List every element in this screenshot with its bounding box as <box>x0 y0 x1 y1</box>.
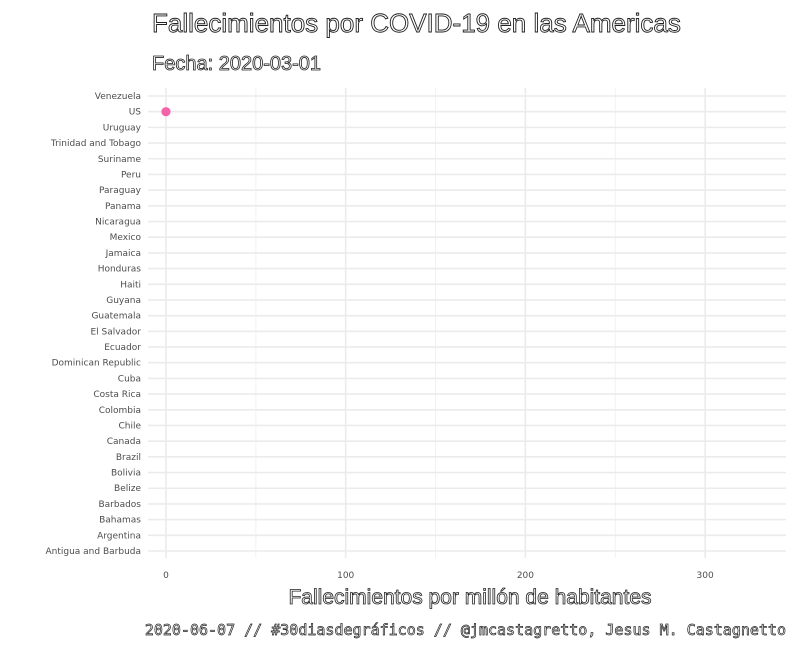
y-tick-label-nicaragua: Nicaragua <box>95 218 141 228</box>
y-tick-label-haiti: Haiti <box>120 280 141 290</box>
y-tick-label-antigua-and-barbuda: Antigua and Barbuda <box>45 547 141 557</box>
y-tick-label-brazil: Brazil <box>116 453 141 463</box>
data-points <box>161 107 171 117</box>
y-tick-label-us: US <box>129 108 142 118</box>
chart-title: Fallecimientos por COVID-19 en las Ameri… <box>152 8 681 38</box>
y-tick-label-dominican-republic: Dominican Republic <box>52 359 141 369</box>
y-tick-label-ecuador: Ecuador <box>104 343 141 353</box>
y-tick-label-bahamas: Bahamas <box>99 516 141 526</box>
y-tick-label-mexico: Mexico <box>110 233 142 243</box>
y-tick-label-argentina: Argentina <box>97 531 141 541</box>
y-tick-label-paraguay: Paraguay <box>99 186 142 196</box>
x-axis-title: Fallecimientos por millón de habitantes <box>288 586 651 609</box>
y-tick-label-costa-rica: Costa Rica <box>93 390 141 400</box>
y-tick-label-venezuela: Venezuela <box>95 92 141 102</box>
y-tick-label-barbados: Barbados <box>98 500 141 510</box>
y-tick-label-jamaica: Jamaica <box>105 249 141 259</box>
y-tick-label-honduras: Honduras <box>98 265 142 275</box>
x-tick-label-0: 0 <box>163 571 169 581</box>
y-tick-label-colombia: Colombia <box>99 406 141 416</box>
y-tick-label-canada: Canada <box>107 437 141 447</box>
y-tick-label-belize: Belize <box>114 484 141 494</box>
y-tick-label-guyana: Guyana <box>106 296 141 306</box>
y-tick-label-panama: Panama <box>105 202 141 212</box>
y-tick-label-trinidad-and-tobago: Trinidad and Tobago <box>50 139 142 149</box>
grid <box>148 88 786 558</box>
y-tick-label-guatemala: Guatemala <box>91 312 141 322</box>
y-tick-label-uruguay: Uruguay <box>103 123 142 133</box>
y-tick-label-el-salvador: El Salvador <box>90 327 141 337</box>
y-tick-label-bolivia: Bolivia <box>111 469 141 479</box>
y-axis-tick-labels: Antigua and Barbuda Argentina Bahamas Barba… <box>45 92 141 557</box>
chart-subtitle: Fecha: 2020-03-01 <box>152 53 321 75</box>
x-tick-label-300: 300 <box>697 571 714 581</box>
x-axis-tick-labels: 0 100 200 300 <box>163 571 714 581</box>
y-tick-label-cuba: Cuba <box>118 374 141 384</box>
x-tick-label-200: 200 <box>517 571 534 581</box>
y-tick-label-peru: Peru <box>121 170 141 180</box>
y-tick-label-suriname: Suriname <box>98 155 142 165</box>
x-tick-label-100: 100 <box>337 571 354 581</box>
chart-caption: 2020-06-07 // #30diasdegráficos // @jmca… <box>145 621 786 639</box>
data-point-us <box>161 107 171 117</box>
y-tick-label-chile: Chile <box>118 421 141 431</box>
